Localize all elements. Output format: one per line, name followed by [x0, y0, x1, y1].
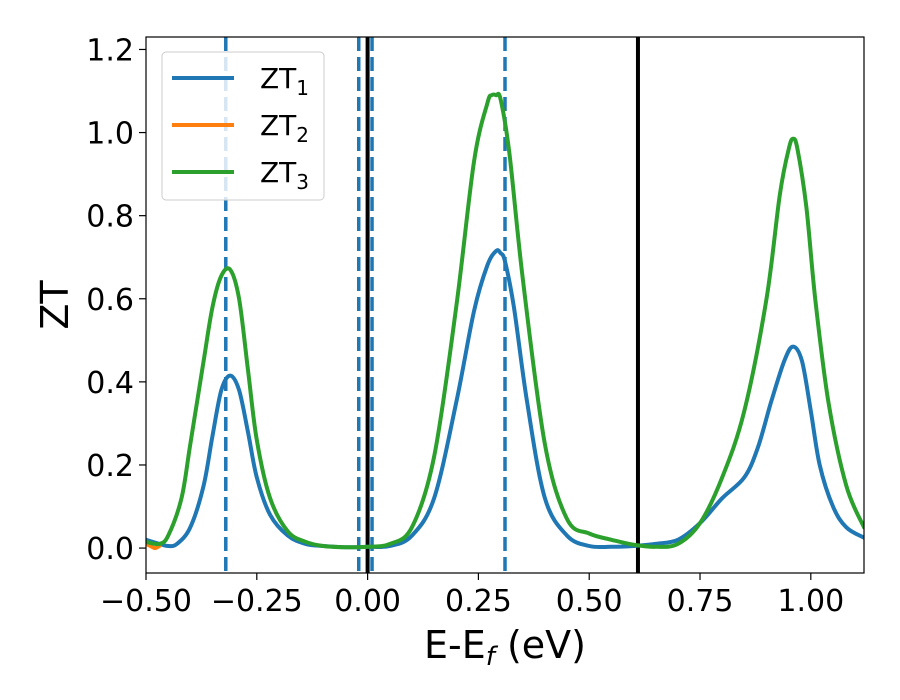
legend-label: ZT3 [260, 156, 309, 194]
x-tick-label: 0.50 [556, 584, 623, 619]
y-tick-label: 0.0 [86, 532, 134, 567]
y-axis-label: ZT [33, 280, 77, 330]
series-line-zt1 [146, 248, 864, 550]
y-tick-label: 0.8 [86, 200, 134, 235]
plot-frame [145, 36, 865, 574]
legend-label: ZT2 [260, 109, 309, 147]
x-tick-label: 0.75 [667, 584, 734, 619]
legend: ZT1 ZT2 ZT3 [161, 51, 325, 201]
y-tick-label: 0.2 [86, 449, 134, 484]
y-tick-label: 1.0 [86, 117, 134, 152]
legend-label: ZT1 [260, 62, 309, 100]
x-tick-label: 0.25 [445, 584, 512, 619]
x-tick-label: −0.25 [211, 584, 303, 619]
x-axis-label: E-Ef (eV) [424, 623, 586, 672]
x-tick-label: −0.50 [100, 584, 192, 619]
y-tick-label: 0.4 [86, 366, 134, 401]
y-tick-label: 1.2 [86, 33, 134, 68]
y-tick-label: 0.6 [86, 283, 134, 318]
series-line-zt3 [146, 91, 864, 550]
x-tick-label: 1.00 [777, 584, 844, 619]
series-line-zt2 [146, 541, 162, 551]
legend-box [161, 51, 325, 201]
x-tick-label: 0.00 [334, 584, 401, 619]
